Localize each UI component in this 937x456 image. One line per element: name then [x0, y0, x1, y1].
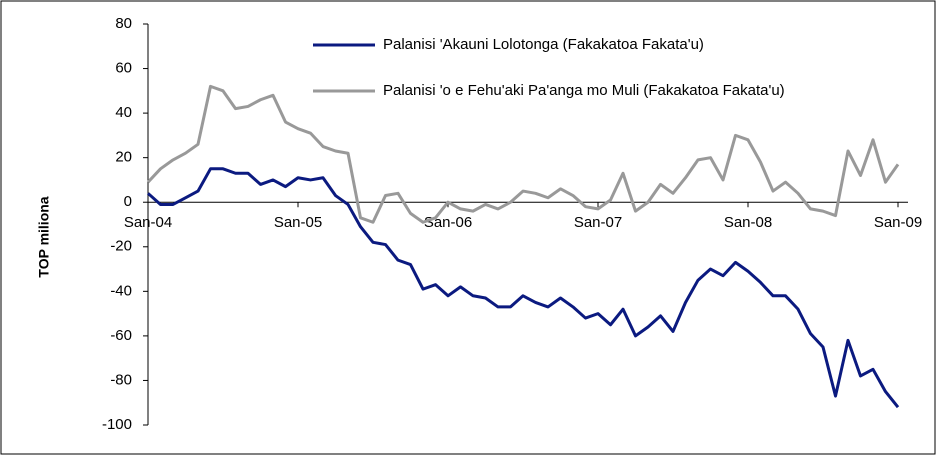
y-tick-label: -80: [110, 371, 132, 388]
line-series: [146, 84, 900, 224]
x-tick-label: San-05: [274, 214, 322, 231]
x-tick-label: San-06: [424, 214, 472, 231]
legend-label: Palanisi 'o e Fehu'aki Pa'anga mo Muli (…: [383, 82, 785, 99]
y-tick-label: -100: [102, 416, 132, 433]
y-tick-label: -60: [110, 327, 132, 344]
y-tick-label: 40: [115, 104, 132, 121]
y-axis-label: TOP miliona: [36, 196, 52, 277]
y-tick-label: 60: [115, 60, 132, 77]
y-tick-label: 80: [115, 15, 132, 32]
y-tick-label: -40: [110, 282, 132, 299]
x-tick-label: San-09: [874, 214, 922, 231]
y-tick-label: 20: [115, 149, 132, 166]
line-series: [147, 167, 900, 409]
y-tick-label: 0: [124, 193, 132, 210]
x-tick-label: San-04: [124, 214, 172, 231]
legend-label: Palanisi 'Akauni Lolotonga (Fakakatoa Fa…: [383, 36, 704, 53]
y-tick-label: -20: [110, 238, 132, 255]
x-tick-label: San-07: [574, 214, 622, 231]
x-tick-label: San-08: [724, 214, 772, 231]
